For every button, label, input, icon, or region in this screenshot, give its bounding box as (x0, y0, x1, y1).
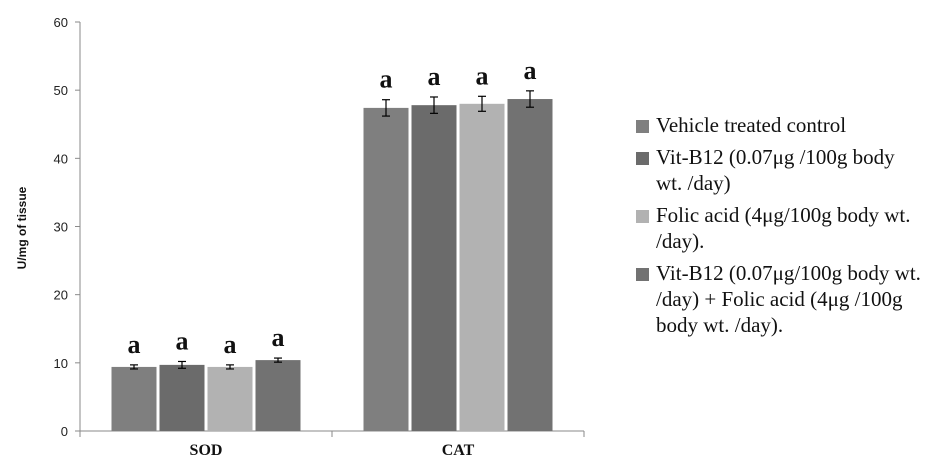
legend-swatch (636, 152, 649, 165)
significance-label: a (224, 330, 237, 359)
x-tick-label: SOD (190, 442, 223, 459)
axes: 0 10 20 30 40 50 60 SOD CAT (54, 15, 585, 459)
significance-label: a (176, 326, 189, 355)
y-tick-label: 0 (61, 424, 68, 439)
y-tick-label: 30 (54, 220, 68, 235)
legend-label: Vit-B12 (0.07μg /100g body wt. /day) (656, 145, 895, 195)
legend-label: Vit-B12 (0.07μg/100g body wt. /day) + Fo… (656, 261, 921, 337)
bar (507, 99, 553, 432)
legend-item: Vehicle treated control (636, 112, 922, 138)
legend-item: Vit-B12 (0.07μg /100g body wt. /day) (636, 144, 922, 196)
bar (411, 105, 457, 431)
legend-swatch (636, 268, 649, 281)
legend-label: Vehicle treated control (656, 113, 847, 137)
bar (363, 107, 409, 431)
bars: a a a a a a a a (111, 56, 553, 432)
y-tick-label: 20 (54, 288, 68, 303)
legend-swatch (636, 120, 649, 133)
bar (255, 360, 301, 431)
x-tick-label: CAT (442, 442, 475, 459)
legend-item: Vit-B12 (0.07μg/100g body wt. /day) + Fo… (636, 260, 922, 338)
significance-label: a (380, 65, 393, 94)
significance-label: a (272, 323, 285, 352)
legend-label: Folic acid (4μg/100g body wt. /day). (656, 203, 911, 253)
legend-swatch (636, 210, 649, 223)
significance-label: a (428, 62, 441, 91)
significance-label: a (524, 56, 537, 85)
y-tick-label: 40 (54, 151, 68, 166)
bar (159, 364, 205, 431)
significance-label: a (128, 330, 141, 359)
y-tick-label: 60 (54, 15, 68, 30)
bar (459, 103, 505, 432)
y-axis-label: U/mg of tissue (15, 186, 29, 269)
y-tick-label: 10 (54, 356, 68, 371)
bar (111, 366, 157, 431)
significance-label: a (476, 61, 489, 90)
y-tick-label: 50 (54, 83, 68, 98)
bar (207, 366, 253, 431)
legend-item: Folic acid (4μg/100g body wt. /day). (636, 202, 922, 254)
legend: Vehicle treated control Vit-B12 (0.07μg … (636, 112, 922, 344)
